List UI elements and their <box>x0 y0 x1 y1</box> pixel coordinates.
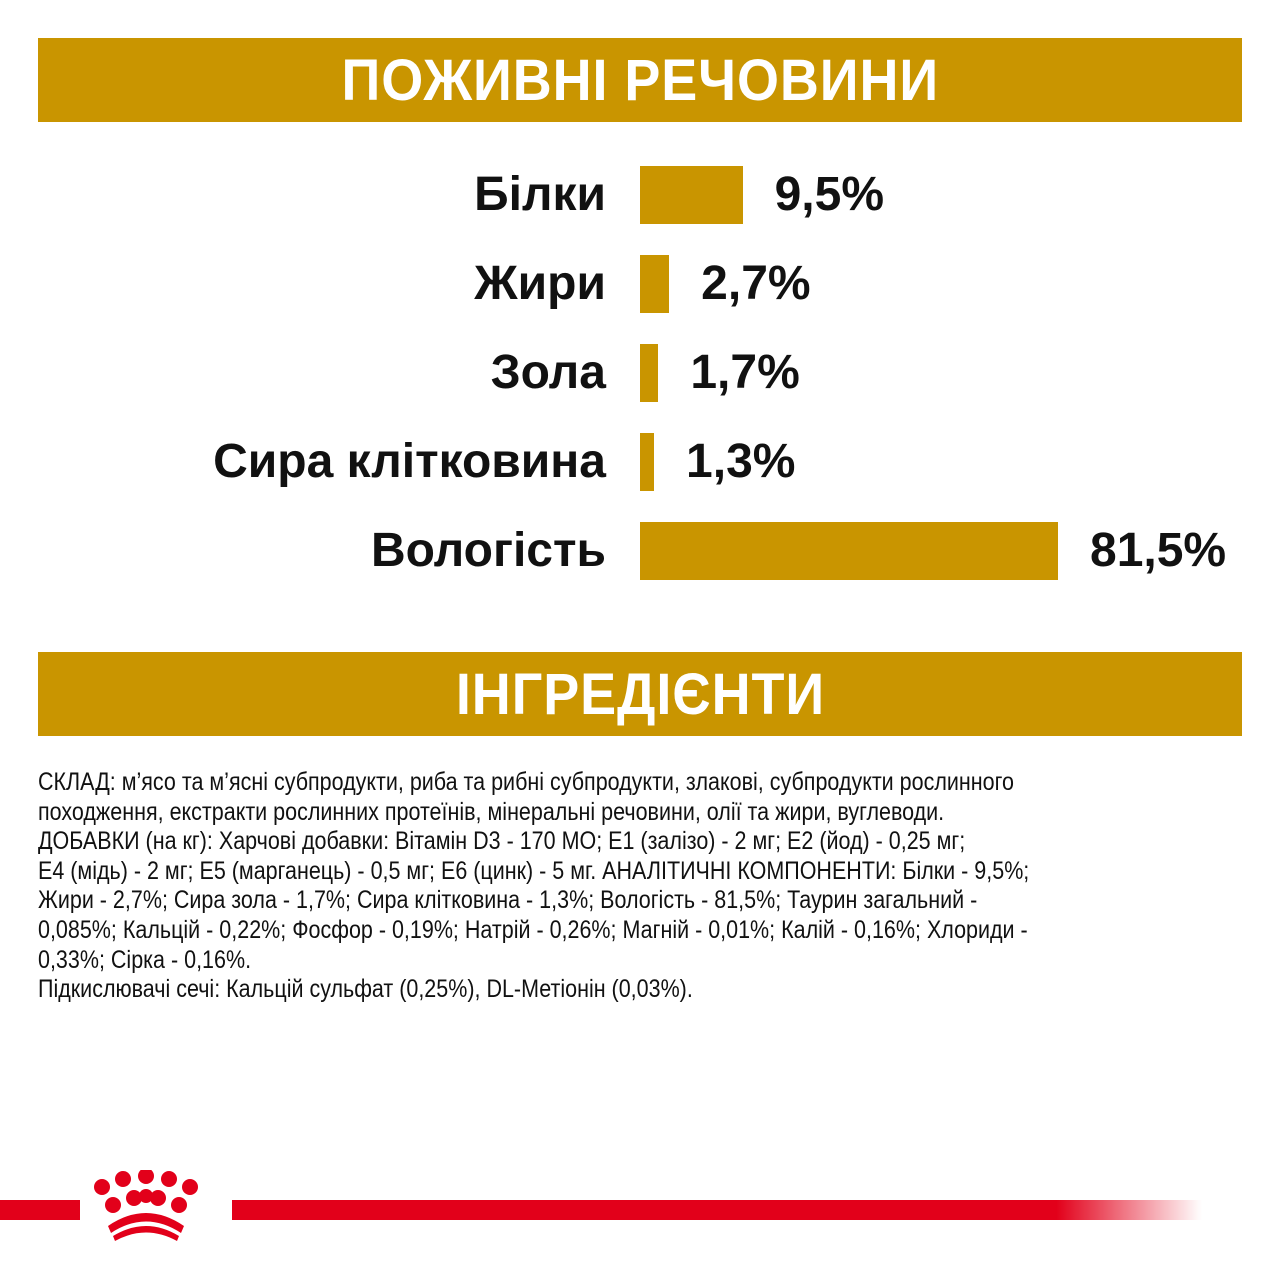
ingredients-line: Жири - 2,7%; Сира зола - 1,7%; Сира кліт… <box>38 886 978 915</box>
ingredients-line: Е4 (мідь) - 2 мг; Е5 (марганець) - 0,5 м… <box>38 856 1030 885</box>
ingredients-line: Підкислювачі сечі: Кальцій сульфат (0,25… <box>38 975 693 1004</box>
ingredients-title: ІНГРЕДІЄНТИ <box>455 661 825 727</box>
value-label: 2,7% <box>701 257 811 310</box>
nutrients-title: ПОЖИВНІ РЕЧОВИНИ <box>341 47 939 113</box>
ingredients-header: ІНГРЕДІЄНТИ <box>38 652 1242 736</box>
nutrients-header: ПОЖИВНІ РЕЧОВИНИ <box>38 38 1242 122</box>
category-label: Зола <box>490 346 606 399</box>
chart-row: Жири 2,7% <box>0 255 1280 313</box>
category-label: Вологість <box>370 524 606 577</box>
chart-row: Зола 1,7% <box>0 344 1280 402</box>
bar <box>640 522 1058 580</box>
value-label: 1,7% <box>690 346 800 399</box>
ingredients-line: ДОБАВКИ (на кг): Харчові добавки: Вітамі… <box>38 827 966 856</box>
category-label: Жири <box>474 257 606 310</box>
chart-row: Білки 9,5% <box>0 166 1280 224</box>
royal-canin-crown-logo <box>94 1170 198 1241</box>
ingredients-line: 0,085%; Кальцій - 0,22%; Фосфор - 0,19%;… <box>38 915 1028 944</box>
ingredients-line: походження, екстракти рослинних протеїні… <box>38 797 945 826</box>
ingredients-line: СКЛАД: м’ясо та м’ясні субпродукти, риба… <box>38 768 1014 796</box>
bar <box>640 166 743 224</box>
ingredients-text: СКЛАД: м’ясо та м’ясні субпродукти, риба… <box>38 768 1191 1005</box>
brand-red-line-right <box>232 1200 1202 1220</box>
bar <box>640 344 659 402</box>
ingredients-line: 0,33%; Сірка - 0,16%. <box>38 945 252 974</box>
bar <box>640 433 655 491</box>
value-label: 9,5% <box>774 168 884 221</box>
chart-row: Сира клітковина 1,3% <box>0 433 1280 491</box>
value-label: 1,3% <box>686 435 796 488</box>
bar <box>640 255 670 313</box>
category-label: Білки <box>474 168 606 221</box>
value-label: 81,5% <box>1090 524 1227 577</box>
category-label: Сира клітковина <box>213 435 606 488</box>
brand-red-line-left <box>0 1200 80 1220</box>
chart-row: Вологість 81,5% <box>0 522 1280 580</box>
